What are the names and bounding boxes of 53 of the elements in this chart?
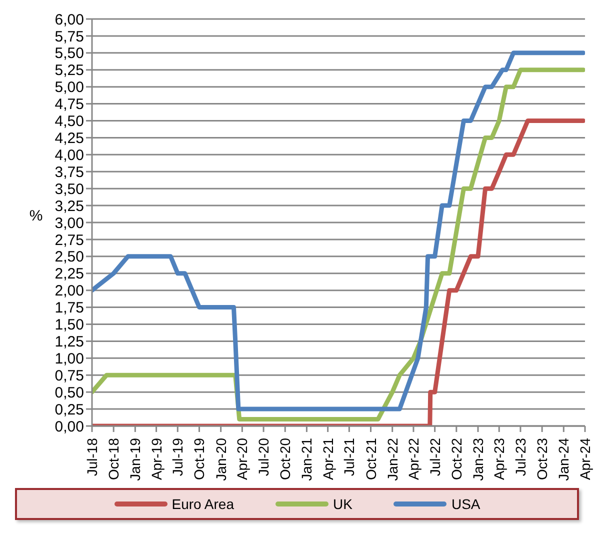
y-tick-label: 4,50 <box>54 113 84 130</box>
y-axis-title: % <box>29 208 43 224</box>
legend-label: USA <box>451 496 480 512</box>
x-tick-label: Oct-18 <box>106 438 122 480</box>
x-tick-label: Jan-20 <box>212 438 229 481</box>
x-tick-label: Jan-22 <box>384 438 400 481</box>
x-tick-label: Jan-23 <box>470 438 486 481</box>
y-tick-label: 2,75 <box>54 232 84 249</box>
legend-label: UK <box>333 496 352 512</box>
x-tick-label: Jan-21 <box>298 438 315 481</box>
y-tick-label: 6,00 <box>54 11 84 28</box>
x-tick-label: Oct-20 <box>277 438 294 480</box>
x-tick-label: Apr-20 <box>234 438 250 480</box>
y-tick-label: 5,00 <box>54 79 84 96</box>
y-tick-label: 5,75 <box>54 28 84 46</box>
y-tick-label: 1,75 <box>54 300 84 317</box>
x-tick-label: Jul-21 <box>341 438 358 476</box>
y-tick-label: 4,25 <box>54 130 84 148</box>
y-tick-label: 3,00 <box>54 214 84 232</box>
x-tick-label: Jul-19 <box>170 438 186 476</box>
y-tick-label: 1,00 <box>54 350 84 368</box>
x-tick-label: Jan-24 <box>556 438 572 481</box>
y-tick-label: 2,25 <box>54 266 84 283</box>
y-tick-label: 5,50 <box>54 45 84 62</box>
y-tick-label: 0,25 <box>54 401 84 418</box>
y-tick-label: 0,75 <box>54 367 84 384</box>
y-tick-label: 1,25 <box>54 334 84 351</box>
x-tick-label: Apr-24 <box>577 438 593 480</box>
y-tick-label: 1,50 <box>54 316 84 334</box>
x-tick-label: Oct-23 <box>534 438 550 480</box>
y-tick-label: 0,50 <box>54 384 84 402</box>
y-tick-label: 4,75 <box>54 96 84 114</box>
y-tick-label: 3,50 <box>54 180 84 198</box>
y-tick-label: 2,50 <box>54 248 84 266</box>
x-tick-label: Apr-23 <box>491 438 508 480</box>
x-tick-label: Jul-22 <box>426 438 443 476</box>
x-tick-label: Oct-19 <box>191 438 208 480</box>
legend-label: Euro Area <box>172 496 234 512</box>
y-tick-label: 4,00 <box>54 146 84 164</box>
x-tick-label: Apr-21 <box>320 438 336 480</box>
x-tick-label: Apr-22 <box>405 438 422 480</box>
x-tick-label: Jan-19 <box>127 438 144 481</box>
x-tick-label: Apr-19 <box>148 438 164 480</box>
x-tick-label: Oct-21 <box>362 438 379 480</box>
y-tick-label: 2,00 <box>54 282 84 300</box>
x-tick-label: Jul-18 <box>84 438 100 476</box>
y-tick-label: 3,25 <box>54 198 84 215</box>
x-tick-label: Jul-23 <box>512 438 528 476</box>
x-tick-label: Jul-20 <box>256 438 272 476</box>
y-tick-label: 0,00 <box>54 418 84 436</box>
y-tick-label: 3,75 <box>54 164 84 181</box>
y-tick-label: 5,25 <box>54 62 84 80</box>
x-tick-label: Oct-22 <box>448 438 464 480</box>
